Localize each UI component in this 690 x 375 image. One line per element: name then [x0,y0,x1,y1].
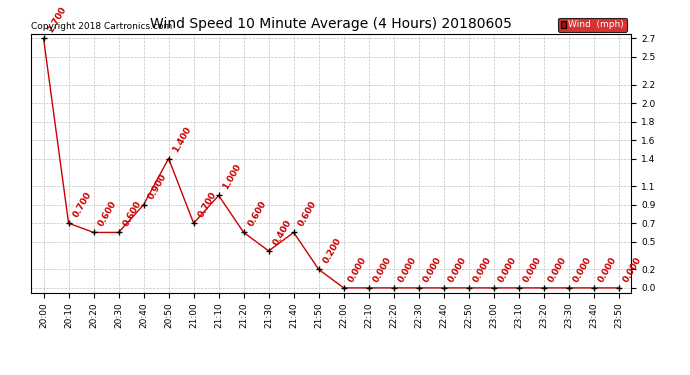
Text: 0.000: 0.000 [422,255,443,284]
Text: 0.000: 0.000 [397,255,418,284]
Text: 0.000: 0.000 [346,255,368,284]
Text: 0.000: 0.000 [571,255,593,284]
Text: 0.200: 0.200 [322,237,343,265]
Text: 0.000: 0.000 [622,255,643,284]
Text: 0.000: 0.000 [497,255,518,284]
Text: 1.000: 1.000 [221,162,243,191]
Text: 2.700: 2.700 [46,5,68,34]
Text: 0.600: 0.600 [97,200,118,228]
Text: 0.000: 0.000 [546,255,569,284]
Text: 0.700: 0.700 [197,190,218,219]
Text: 0.700: 0.700 [71,190,93,219]
Text: 0.000: 0.000 [446,255,469,284]
Title: Wind Speed 10 Minute Average (4 Hours) 20180605: Wind Speed 10 Minute Average (4 Hours) 2… [150,17,512,31]
Text: Copyright 2018 Cartronics.com: Copyright 2018 Cartronics.com [31,22,172,31]
Text: 0.000: 0.000 [371,255,393,284]
Text: 0.000: 0.000 [597,255,618,284]
Text: 0.000: 0.000 [522,255,543,284]
Text: 1.400: 1.400 [171,125,193,154]
Text: 0.600: 0.600 [121,200,143,228]
Text: 0.000: 0.000 [471,255,493,284]
Legend: Wind  (mph): Wind (mph) [558,18,627,32]
Text: 0.400: 0.400 [271,218,293,247]
Text: 0.600: 0.600 [246,200,268,228]
Text: 0.900: 0.900 [146,172,168,201]
Text: 0.600: 0.600 [297,200,318,228]
